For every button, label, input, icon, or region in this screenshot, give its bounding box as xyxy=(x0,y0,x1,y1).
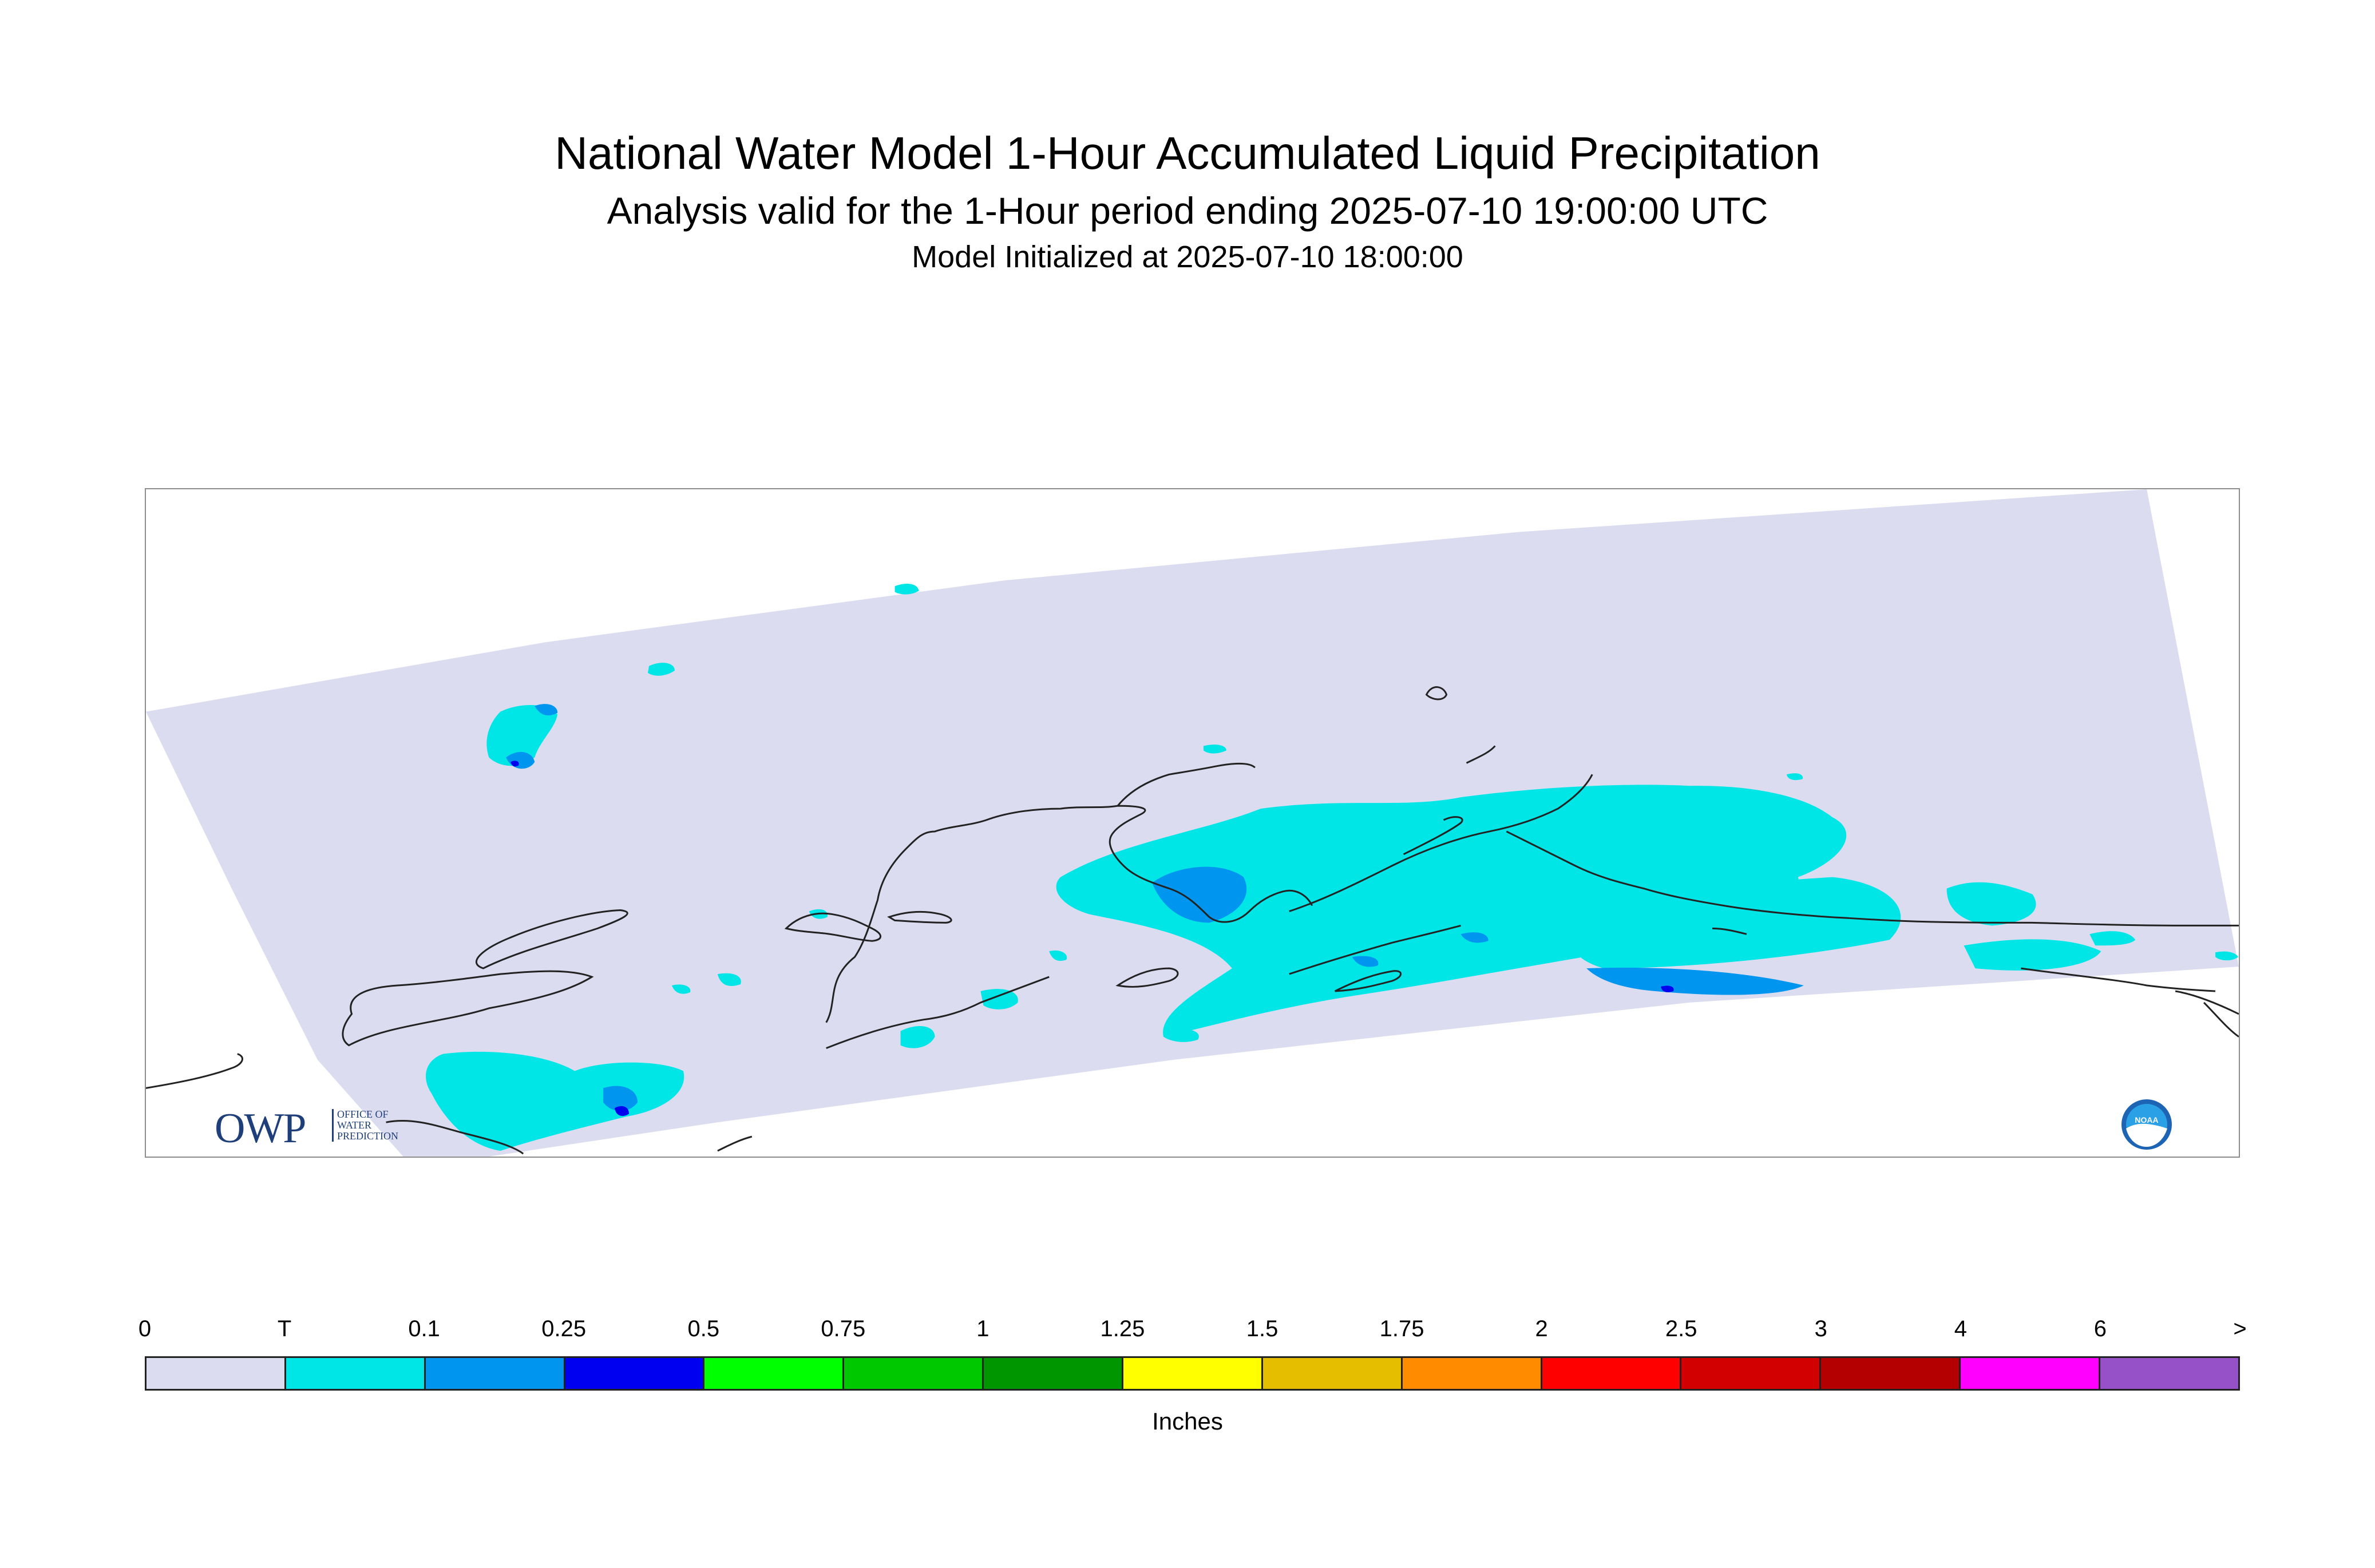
legend-label: > xyxy=(2233,1316,2247,1341)
map-title: National Water Model 1-Hour Accumulated … xyxy=(555,128,1820,179)
legend-swatch xyxy=(1961,1358,2101,1389)
owp-logo-text: OWP xyxy=(215,1105,306,1152)
legend-label: 0 xyxy=(138,1316,152,1341)
legend-label: 0.25 xyxy=(541,1316,587,1341)
legend-swatch xyxy=(1262,1358,1403,1389)
legend-swatch xyxy=(425,1358,565,1389)
precip-trace-areas xyxy=(426,584,2239,1151)
legend-label: 2.5 xyxy=(1665,1316,1697,1341)
legend-swatch xyxy=(1123,1358,1263,1389)
coastlines xyxy=(146,686,2239,1155)
legend-swatch xyxy=(844,1358,984,1389)
noaa-emblem-icon: NOAA xyxy=(2121,1099,2172,1150)
legend-label: 1.25 xyxy=(1100,1316,1145,1341)
owp-logo-line: WATER xyxy=(337,1119,371,1131)
legend-swatch xyxy=(704,1358,845,1389)
legend-label: 0.1 xyxy=(408,1316,440,1341)
legend-swatch xyxy=(1402,1358,1542,1389)
precip-light-blue-areas xyxy=(506,704,1804,1111)
legend-label: 1 xyxy=(976,1316,989,1341)
legend-swatch xyxy=(286,1358,426,1389)
noaa-logo: NOAA xyxy=(2121,1099,2172,1150)
map-svg xyxy=(146,489,2239,1157)
legend-label: 6 xyxy=(2093,1316,2107,1341)
legend-label: 1.75 xyxy=(1379,1316,1424,1341)
owp-logo-line: OFFICE OF xyxy=(337,1108,389,1120)
legend-labels: 0 T 0.1 0.25 0.5 0.75 1 1.25 1.5 1.75 2 2.5 3 4 6 > xyxy=(138,1316,2247,1351)
legend-label: 0.5 xyxy=(687,1316,720,1341)
precipitation-map xyxy=(145,488,2240,1158)
legend-label: 4 xyxy=(1954,1316,1967,1341)
legend-label: 1.5 xyxy=(1246,1316,1278,1341)
model-init-text: Model Initialized at 2025-07-10 18:00:00 xyxy=(912,240,1463,274)
map-subtitle: Analysis valid for the 1-Hour period end… xyxy=(607,189,1768,232)
legend-label: 0.75 xyxy=(821,1316,866,1341)
legend-swatch xyxy=(565,1358,705,1389)
owp-logo-line: PREDICTION xyxy=(337,1130,398,1142)
legend-color-bar xyxy=(145,1356,2240,1391)
legend-swatch xyxy=(1542,1358,1682,1389)
precip-blue-areas xyxy=(510,761,1674,1116)
legend-swatch xyxy=(2100,1358,2238,1389)
owp-logo-subtitle: OFFICE OF WATER PREDICTION xyxy=(332,1109,398,1142)
legend-swatch xyxy=(984,1358,1124,1389)
owp-logo: OWP OFFICE OF WATER PREDICTION xyxy=(215,1104,398,1153)
legend-label: 3 xyxy=(1814,1316,1827,1341)
legend-swatch xyxy=(1821,1358,1961,1389)
legend-swatch xyxy=(1681,1358,1822,1389)
legend-label: T xyxy=(277,1316,292,1341)
legend-swatch xyxy=(147,1358,286,1389)
legend-units: Inches xyxy=(1152,1408,1223,1435)
noaa-logo-text: NOAA xyxy=(2135,1115,2158,1124)
legend-label: 2 xyxy=(1535,1316,1548,1341)
